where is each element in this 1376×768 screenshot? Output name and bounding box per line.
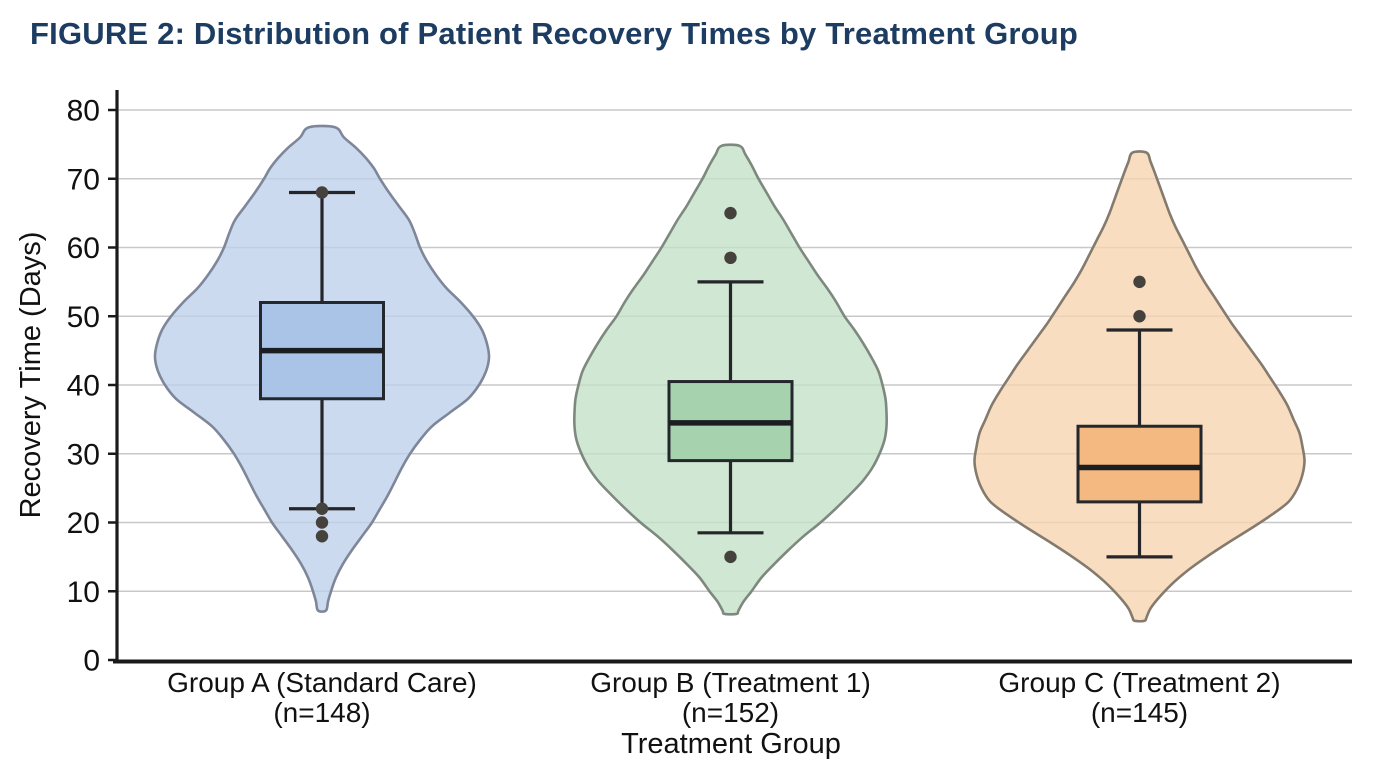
- y-tick-label-30: 30: [67, 438, 100, 471]
- outlier-dot-group-c: [1133, 275, 1146, 289]
- y-tick-label-10: 10: [67, 576, 100, 609]
- violin-group-group-b: [573, 143, 888, 616]
- outlier-dot-group-c: [1133, 310, 1146, 323]
- y-tick-label-40: 40: [67, 370, 100, 403]
- outlier-dot-group-a: [315, 516, 329, 529]
- y-tick-label-60: 60: [67, 232, 100, 265]
- y-tick-label-70: 70: [67, 163, 100, 196]
- outlier-dot-group-a: [315, 502, 329, 515]
- y-tick-label-0: 0: [83, 645, 100, 678]
- x-tick-label-group-c: Group C (Treatment 2) (n=145): [998, 667, 1280, 728]
- x-tick-label-group-b: Group B (Treatment 1) (n=152): [590, 667, 871, 728]
- figure-title: FIGURE 2: Distribution of Patient Recove…: [30, 16, 1079, 51]
- y-axis-title: Recovery Time (Days): [15, 232, 47, 519]
- x-axis-title: Treatment Group: [621, 728, 841, 760]
- outlier-dot-group-a: [315, 186, 329, 199]
- y-tick-label-50: 50: [67, 301, 100, 334]
- outlier-dot-group-b: [724, 206, 737, 220]
- outlier-dot-group-b: [724, 251, 737, 265]
- box-group-c: [1076, 424, 1203, 504]
- outlier-dot-group-b: [724, 550, 737, 564]
- y-tick-label-20: 20: [67, 507, 100, 540]
- violin-group-group-a: [153, 124, 491, 613]
- outlier-dot-group-a: [315, 530, 329, 543]
- x-tick-label-group-a: Group A (Standard Care) (n=148): [167, 667, 477, 728]
- violin-group-group-c: [973, 150, 1306, 623]
- y-tick-label-80: 80: [67, 95, 100, 128]
